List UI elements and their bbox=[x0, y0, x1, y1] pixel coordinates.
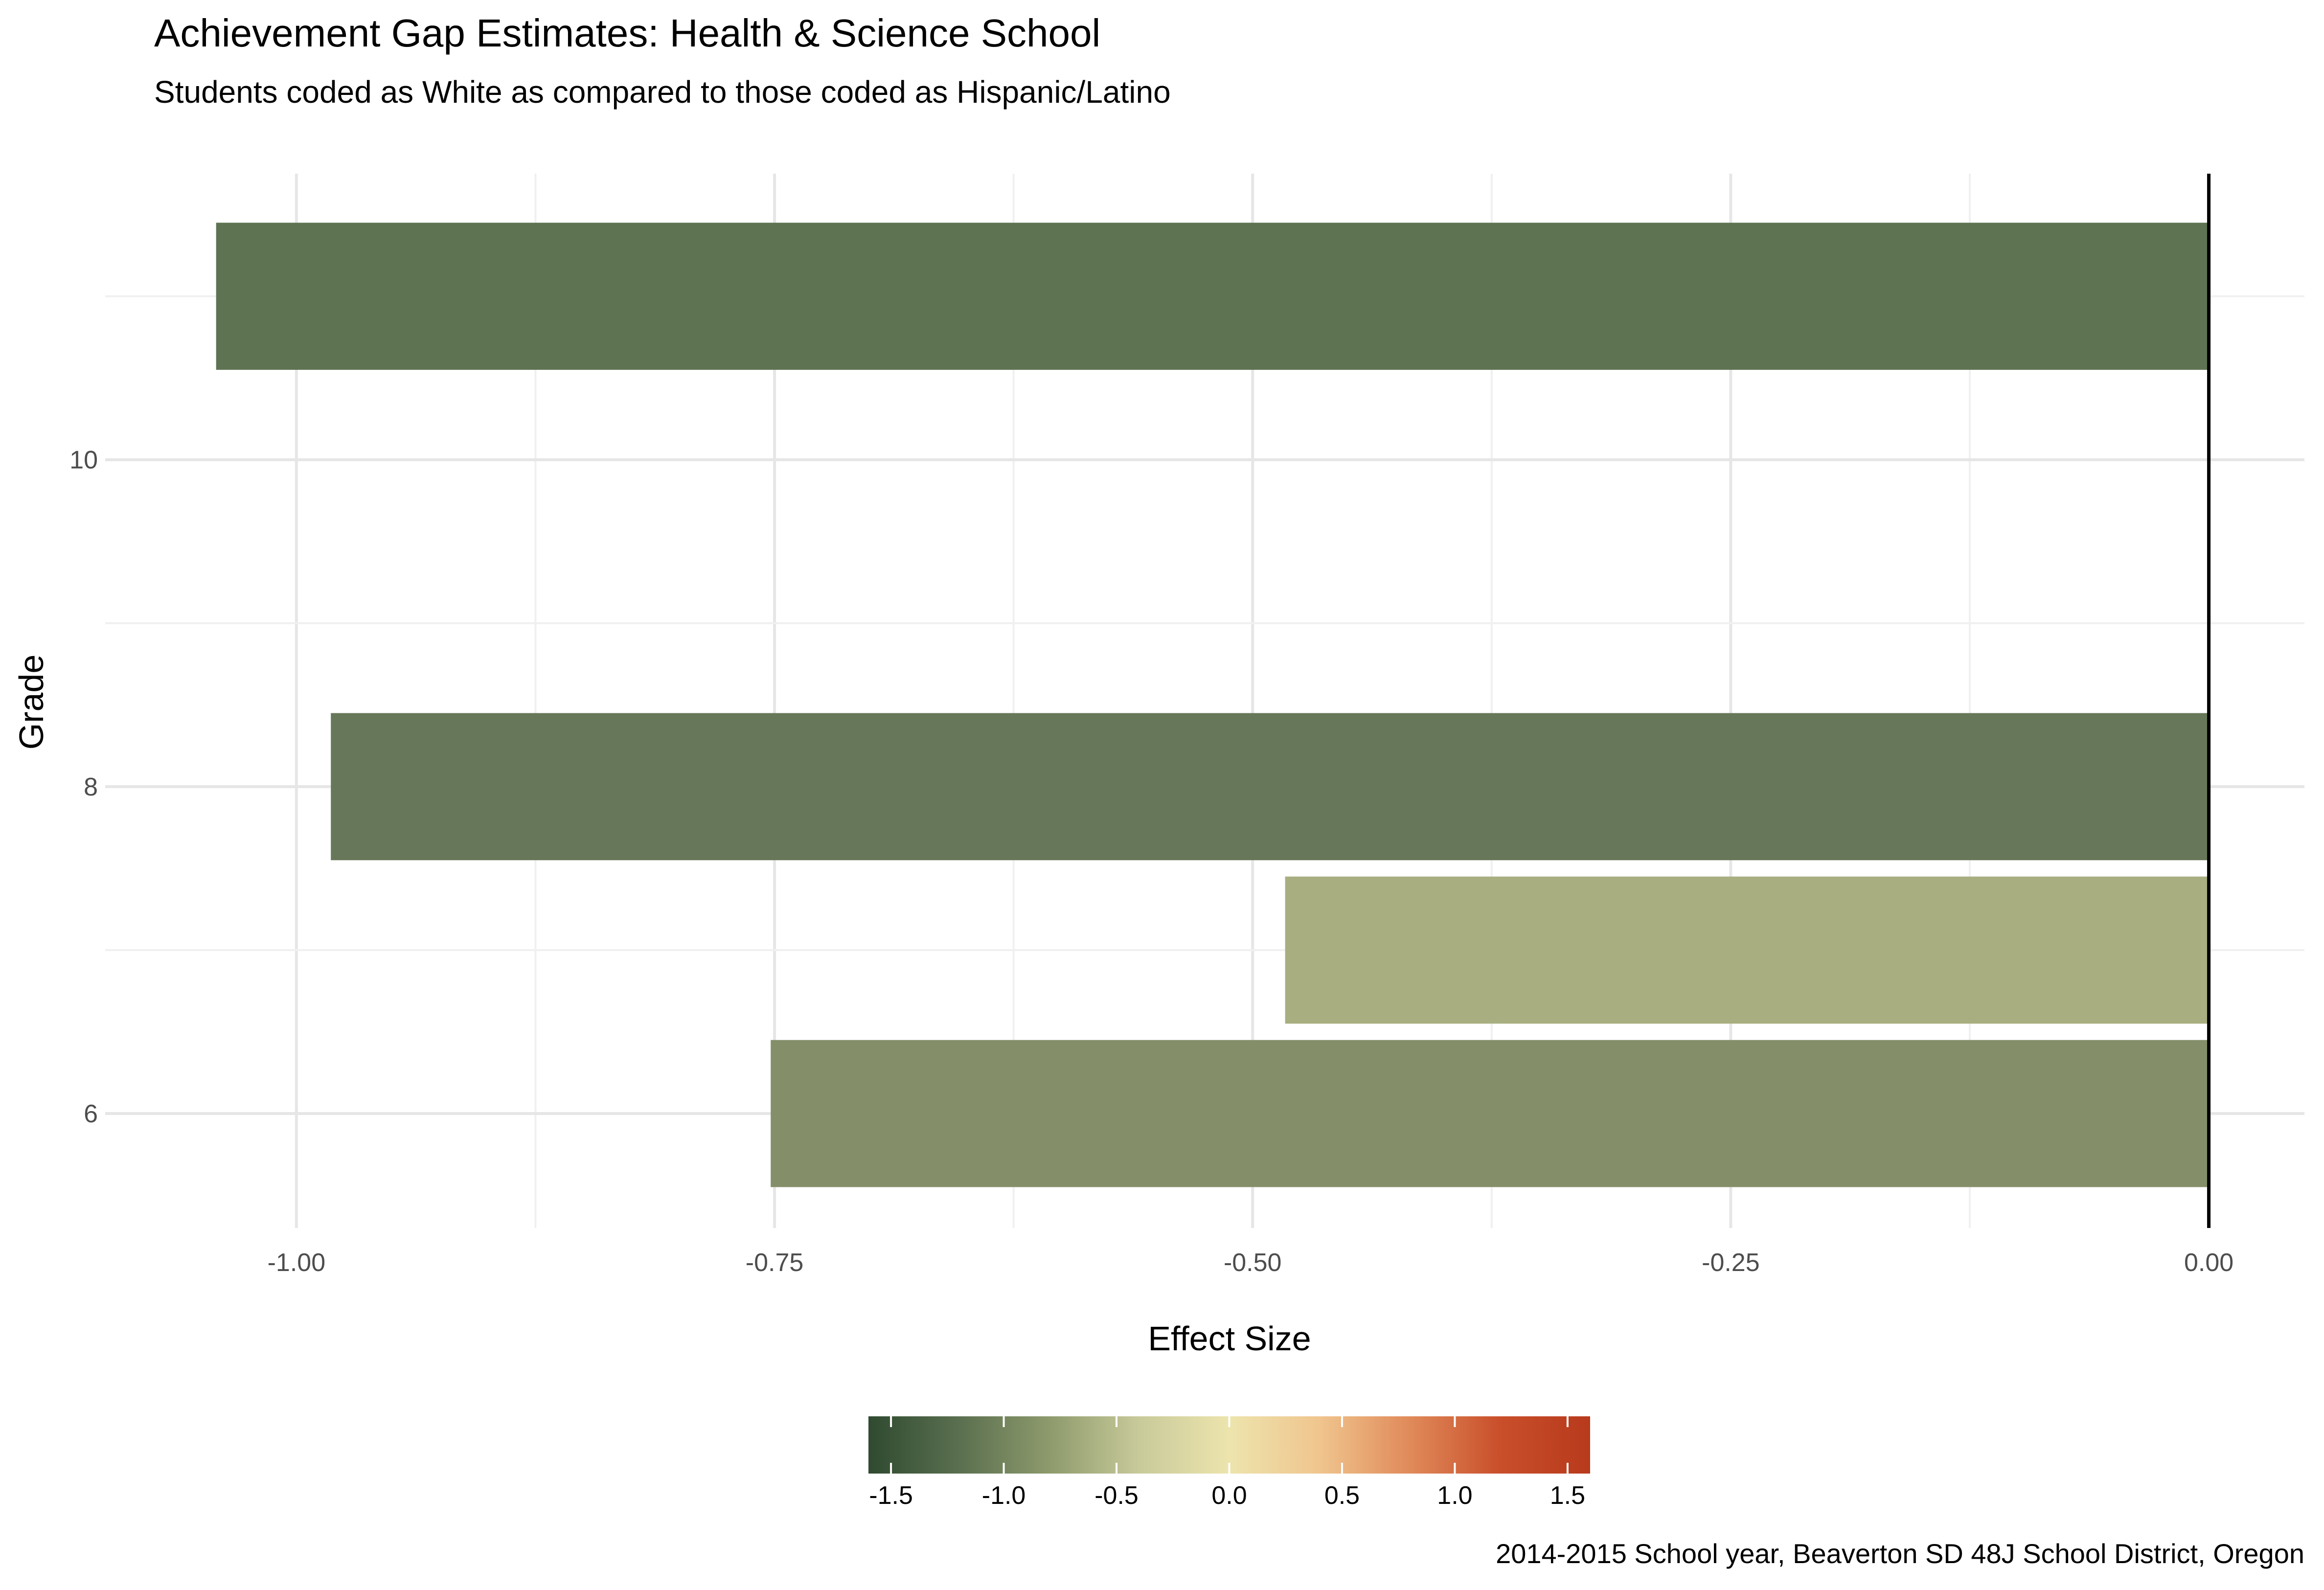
chart-title: Achievement Gap Estimates: Health & Scie… bbox=[154, 11, 1100, 55]
legend-break-label: -0.5 bbox=[1094, 1481, 1139, 1510]
bar-grade-6 bbox=[771, 1040, 2209, 1187]
chart-caption: 2014-2015 School year, Beaverton SD 48J … bbox=[1496, 1538, 2304, 1569]
legend-break-label: -1.5 bbox=[869, 1481, 913, 1510]
x-tick-label: -0.50 bbox=[1224, 1249, 1282, 1277]
legend-break-label: 0.0 bbox=[1211, 1481, 1247, 1510]
bar-grade-7 bbox=[1285, 876, 2209, 1024]
legend-break-label: 1.0 bbox=[1437, 1481, 1472, 1510]
x-tick-label: -0.25 bbox=[1702, 1249, 1760, 1277]
chart-subtitle: Students coded as White as compared to t… bbox=[154, 74, 1171, 110]
y-tick-label: 10 bbox=[69, 446, 98, 475]
x-axis-label: Effect Size bbox=[1148, 1319, 1311, 1358]
x-tick-label: 0.00 bbox=[2184, 1249, 2233, 1277]
x-axis-tick-labels: -1.00 -0.75 -0.50 -0.25 0.00 bbox=[268, 1249, 2234, 1277]
legend-break-label: -1.0 bbox=[982, 1481, 1026, 1510]
legend-break-label: 1.5 bbox=[1550, 1481, 1585, 1510]
bar-series bbox=[216, 223, 2209, 1187]
bar-grade-11 bbox=[216, 223, 2209, 370]
bar-grade-8 bbox=[331, 713, 2209, 861]
color-legend: -1.5 -1.0 -0.5 0.0 0.5 1.0 1.5 bbox=[868, 1416, 1590, 1510]
x-tick-label: -1.00 bbox=[268, 1249, 326, 1277]
y-tick-label: 6 bbox=[84, 1100, 98, 1128]
x-tick-label: -0.75 bbox=[746, 1249, 804, 1277]
y-tick-label: 8 bbox=[84, 773, 98, 801]
y-axis-label: Grade bbox=[12, 655, 50, 750]
legend-break-label: 0.5 bbox=[1324, 1481, 1360, 1510]
y-axis-tick-labels: 6 8 10 bbox=[69, 446, 98, 1128]
